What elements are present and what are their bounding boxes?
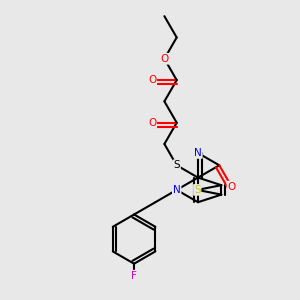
- Text: S: S: [173, 160, 180, 170]
- Text: O: O: [148, 75, 156, 85]
- Text: F: F: [131, 271, 137, 281]
- Text: N: N: [194, 148, 202, 158]
- Text: S: S: [194, 185, 201, 195]
- Text: O: O: [227, 182, 236, 192]
- Text: N: N: [173, 185, 181, 195]
- Text: O: O: [160, 54, 169, 64]
- Text: O: O: [148, 118, 156, 128]
